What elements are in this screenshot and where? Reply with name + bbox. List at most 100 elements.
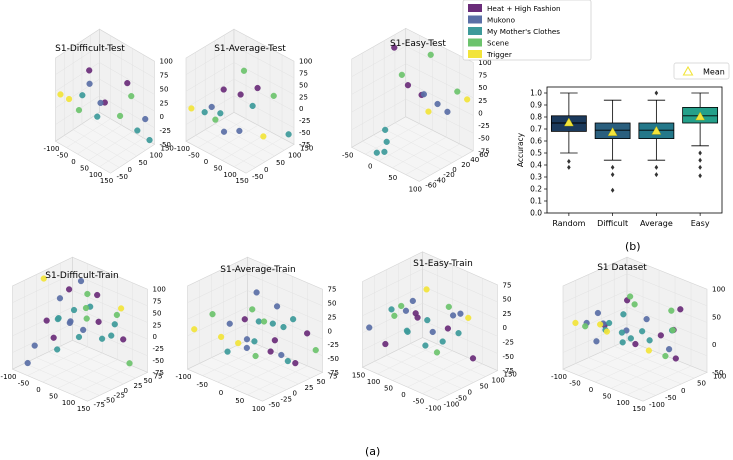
y-tick-label: 0 <box>128 166 132 174</box>
x-tick-label: 0 <box>401 391 405 399</box>
legend-swatch-2 <box>468 27 482 35</box>
z-tick-label: 75 <box>153 298 162 306</box>
scatter-point <box>220 128 228 135</box>
scatter-point <box>434 100 441 108</box>
z-tick-label: -50 <box>712 369 723 377</box>
scatter-point <box>454 88 461 95</box>
scatter-point <box>126 360 133 367</box>
z-tick-label: -25 <box>160 127 171 135</box>
scatter-point <box>267 348 274 355</box>
floor-pane <box>54 112 156 174</box>
scatter-point <box>243 344 250 351</box>
scatter-point <box>427 51 434 58</box>
z-tick-label: 0 <box>478 109 482 117</box>
outlier <box>610 187 615 193</box>
scatter-point <box>672 355 679 362</box>
z-tick-label: 50 <box>712 313 721 321</box>
z-tick-label: 50 <box>160 85 169 93</box>
scatter-point <box>662 352 669 360</box>
scatter-point <box>217 110 224 117</box>
x-tick-label: -50 <box>569 380 580 388</box>
panel-title: S1-Average-Train <box>220 265 295 275</box>
y-tick-label: 50 <box>480 382 489 390</box>
scatter-point <box>403 327 411 334</box>
outlier <box>654 90 659 96</box>
mean-marker <box>695 111 705 121</box>
caption-a: (a) <box>365 445 380 458</box>
grid-line <box>12 290 148 323</box>
y-tick-label: 0 <box>468 388 472 396</box>
y-tick-label: 100 <box>150 152 163 160</box>
grid-line <box>351 98 474 134</box>
floor-pane <box>361 337 499 401</box>
x-tick-label: 50 <box>384 385 393 393</box>
y-tick-label: 60 <box>479 151 488 159</box>
z-tick-label: 50 <box>478 84 487 92</box>
x-tick-label: -100 <box>426 404 442 412</box>
y-tick-label: 100 <box>713 372 726 380</box>
scatter-point <box>469 355 477 362</box>
z-tick-label: 0 <box>328 327 332 335</box>
scatter-point <box>249 102 256 110</box>
y-tick-label: 0 <box>681 387 685 395</box>
x-tick-label: 150 <box>632 405 645 413</box>
scatter-point <box>70 306 78 314</box>
z-tick-label: 0 <box>503 324 507 332</box>
scatter-point <box>627 293 634 300</box>
grid-line <box>351 63 474 98</box>
mean-legend-icon <box>682 65 694 76</box>
grid-line <box>48 351 124 385</box>
scatter-point <box>391 44 398 51</box>
x-tick-label: 100 <box>89 171 102 179</box>
y-tick-label: -25 <box>281 395 292 403</box>
scatter-point <box>95 318 102 325</box>
scatter-point <box>98 335 106 342</box>
grid-line <box>578 346 644 376</box>
scatter-point <box>146 136 153 144</box>
z-tick-label: -25 <box>153 345 164 353</box>
grid-line <box>55 45 155 79</box>
z-tick-label: 100 <box>160 58 173 66</box>
grid-line <box>422 363 483 394</box>
scatter-point <box>422 342 429 349</box>
outlier <box>698 157 702 163</box>
grid-line <box>362 268 498 303</box>
scatter-point <box>391 312 398 319</box>
z-tick-label: -25 <box>328 341 339 349</box>
grid-line <box>610 359 676 389</box>
panel-title: S1-Easy-Test <box>390 39 446 49</box>
scatter-point <box>402 307 410 314</box>
grid-line <box>12 273 148 307</box>
scatter-point <box>40 275 47 282</box>
panel-title: S1-Average-Test <box>214 44 286 54</box>
scatter-point <box>280 323 287 331</box>
grid-line <box>77 124 122 155</box>
legend-swatch-4 <box>468 50 482 58</box>
grid-line <box>55 95 155 128</box>
grid-line <box>575 363 656 396</box>
legend-label-3: Scene <box>487 39 509 48</box>
y-tick-label: -50 <box>117 173 128 181</box>
scatter-point <box>429 328 436 336</box>
grid-line <box>66 118 111 148</box>
legend-swatch-3 <box>468 38 482 47</box>
grid-line <box>195 135 256 168</box>
scatter-point <box>439 338 446 345</box>
y-tick-label: 0 <box>264 166 268 174</box>
x-tick-label: 50 <box>80 164 89 172</box>
grid-line <box>88 131 133 161</box>
grid-line <box>365 123 420 155</box>
x-tick-label: Average <box>640 219 673 228</box>
z-tick-label: -50 <box>478 135 489 143</box>
grid-line <box>233 137 283 168</box>
scatter-point <box>188 105 195 112</box>
scatter-point <box>79 92 86 99</box>
scatter-point <box>455 330 462 337</box>
z-tick-label: -75 <box>299 141 310 149</box>
y-tick-label: 20 <box>461 161 470 169</box>
grid-line <box>187 306 323 340</box>
y-tick-label: -40 <box>434 176 445 184</box>
scatter-point <box>56 295 64 302</box>
grid-line <box>205 129 266 162</box>
